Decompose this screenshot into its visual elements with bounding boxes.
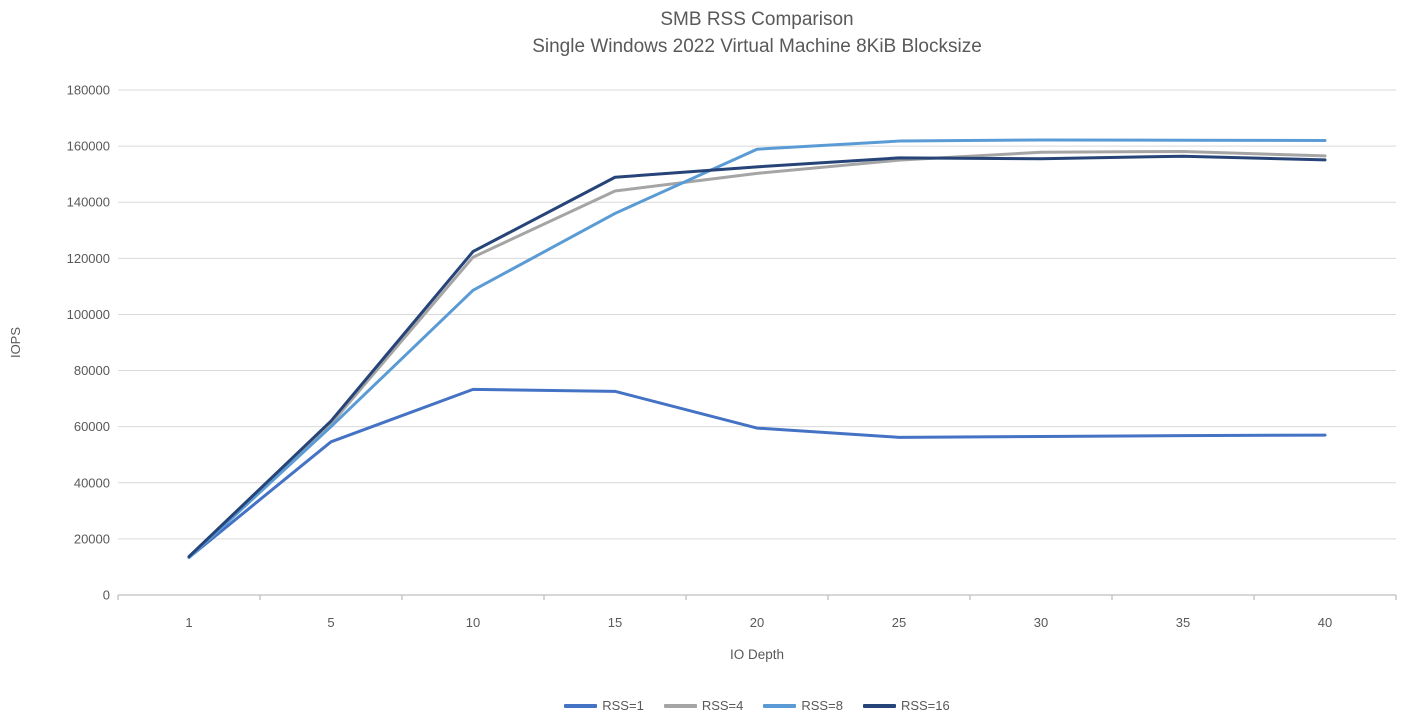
y-tick-label: 60000 (74, 419, 110, 434)
y-axis-tick-labels: 0 20000 40000 60000 80000 100000 120000 140000 1… (67, 83, 110, 603)
y-tick-label: 180000 (67, 83, 110, 98)
legend-label: RSS=16 (900, 698, 950, 713)
legend-item-rss-16: RSS=16 (862, 698, 950, 713)
legend-line-swatch-rss-1 (564, 703, 598, 708)
legend-line-swatch-rss-16 (862, 703, 896, 708)
y-tick-label: 140000 (67, 195, 110, 210)
gridlines (118, 89, 1396, 596)
y-tick-label: 160000 (67, 139, 110, 154)
legend-item-rss-4: RSS=4 (663, 698, 744, 713)
x-tick-label: 10 (466, 615, 480, 630)
legend-line-swatch-rss-8 (763, 703, 797, 708)
chart-title: SMB RSS Comparison (660, 9, 854, 30)
legend-label: RSS=4 (701, 698, 744, 713)
y-tick-label: 100000 (67, 307, 110, 322)
series-line-rss-1 (187, 387, 1327, 559)
y-tick-label: 40000 (74, 475, 110, 490)
legend-item-rss-1: RSS=1 (564, 698, 644, 713)
x-axis-tick-labels: 1 5 10 15 20 25 30 35 40 (185, 615, 1332, 630)
y-axis-title: IOPS (8, 327, 23, 358)
series-line-rss-16 (187, 154, 1327, 559)
x-tick-label: 30 (1034, 615, 1048, 630)
x-tick-label: 15 (608, 615, 622, 630)
legend-label: RSS=8 (801, 698, 843, 713)
x-tick-label: 25 (892, 615, 906, 630)
chart-legend: RSS=1 RSS=4 RSS=8 RSS=16 (118, 698, 1396, 713)
legend-line-swatch-rss-4 (663, 703, 697, 708)
y-tick-label: 80000 (74, 363, 110, 378)
x-axis (117, 594, 1397, 600)
series-line-rss-4 (187, 149, 1327, 559)
series-line-rss-8 (187, 138, 1327, 560)
y-tick-label: 0 (103, 588, 110, 603)
x-tick-label: 20 (750, 615, 764, 630)
chart-subtitle: Single Windows 2022 Virtual Machine 8KiB… (532, 36, 982, 57)
y-tick-label: 120000 (67, 251, 110, 266)
x-tick-label: 5 (327, 615, 334, 630)
chart-title-block: SMB RSS Comparison Single Windows 2022 V… (118, 6, 1396, 60)
y-tick-label: 20000 (74, 531, 110, 546)
x-tick-label: 35 (1176, 615, 1190, 630)
x-tick-label: 1 (185, 615, 192, 630)
x-tick-label: 40 (1318, 615, 1332, 630)
legend-item-rss-8: RSS=8 (763, 698, 843, 713)
legend-label: RSS=1 (602, 698, 644, 713)
x-axis-title: IO Depth (730, 647, 784, 662)
